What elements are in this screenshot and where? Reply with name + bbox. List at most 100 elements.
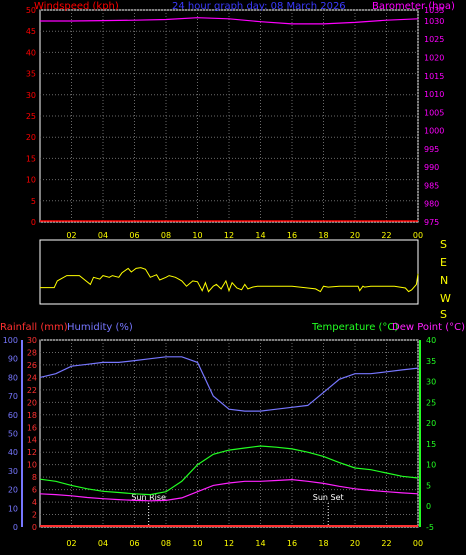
wind-tick-label: 40	[26, 48, 36, 57]
dewpoint-line	[39, 478, 419, 502]
wind-direction-panel: S E N W S	[39, 238, 451, 321]
rain-tick-label: 24	[27, 373, 37, 382]
temp-tick-label: 40	[426, 336, 436, 345]
temp-tick-label: 35	[426, 357, 436, 366]
baro-tick-label: 975	[424, 218, 439, 227]
wind-axis-label: Windspeed (kph)	[34, 1, 119, 12]
baro-axis-label: Barometer (hpa)	[372, 1, 455, 12]
temp-tick-label: 15	[426, 440, 436, 449]
temp-tick-label: -5	[426, 523, 434, 532]
rain-tick-label: 18	[27, 411, 37, 420]
dir-label-e: E	[440, 256, 447, 269]
bottom-time-tick-label: 22	[381, 539, 391, 548]
humidity-tick-labels: 0 10 20 30 40 50 60 70 80 90 100	[3, 336, 18, 532]
rain-tick-label: 30	[27, 336, 37, 345]
top-time-tick-label: 18	[318, 231, 328, 240]
bottom-time-tick-label: 14	[255, 539, 265, 548]
top-time-tick-label: 16	[287, 231, 297, 240]
dir-label-w: W	[440, 292, 451, 305]
humidity-tick-label: 70	[8, 392, 18, 401]
top-time-tick-label: 04	[98, 231, 108, 240]
humidity-tick-label: 20	[8, 486, 18, 495]
baro-tick-label: 985	[424, 181, 439, 190]
top-series	[40, 17, 419, 222]
baro-tick-label: 980	[424, 200, 439, 209]
temperature-humidity-panel: Rainfall (mm) Humidity (%) Temperature (…	[0, 322, 465, 548]
sun-annotations: Sun Rise Sun Set	[131, 493, 344, 527]
baro-tick-label: 1033	[424, 6, 444, 15]
top-time-tick-label: 14	[255, 231, 265, 240]
temp-tick-labels: -5 0 5 10 15 20 25 30 35 40	[426, 336, 436, 532]
humidity-tick-label: 30	[8, 467, 18, 476]
humidity-line	[39, 356, 419, 412]
rain-tick-label: 16	[27, 423, 37, 432]
wind-tick-label: 5	[31, 197, 36, 206]
top-time-tick-labels: 02 04 06 08 10 12 14 16 18 20 22 00	[66, 231, 423, 240]
rain-tick-label: 12	[27, 448, 37, 457]
rain-tick-label: 6	[32, 486, 37, 495]
humidity-tick-label: 0	[13, 523, 18, 532]
temp-tick-label: 20	[426, 419, 436, 428]
bottom-grid	[21, 339, 421, 528]
baro-tick-label: 1015	[424, 72, 444, 81]
bottom-time-tick-label: 10	[192, 539, 202, 548]
top-grid	[40, 9, 419, 223]
humidity-tick-label: 80	[8, 373, 18, 382]
baro-tick-label: 1025	[424, 35, 444, 44]
top-time-tick-label: 06	[129, 231, 139, 240]
top-time-tick-label: 10	[192, 231, 202, 240]
sun-marker-label: Sun Set	[313, 493, 344, 502]
bottom-time-tick-label: 06	[129, 539, 139, 548]
baro-tick-label: 1000	[424, 127, 444, 136]
top-time-tick-label: 00	[413, 231, 423, 240]
dir-label-s-top: S	[440, 238, 447, 251]
bottom-time-tick-label: 20	[350, 539, 360, 548]
top-time-tick-label: 12	[224, 231, 234, 240]
humidity-tick-label: 60	[8, 411, 18, 420]
sun-marker-label: Sun Rise	[131, 493, 166, 502]
wind-tick-label: 45	[26, 27, 36, 36]
bottom-time-tick-labels: 02 04 06 08 10 12 14 16 18 20 22 00	[66, 539, 423, 548]
bottom-time-tick-label: 18	[318, 539, 328, 548]
temp-tick-label: 30	[426, 378, 436, 387]
wind-direction-line	[40, 267, 419, 293]
dir-label-n: N	[440, 274, 448, 287]
humidity-tick-label: 40	[8, 448, 18, 457]
bottom-time-tick-label: 12	[224, 539, 234, 548]
wind-tick-label: 20	[26, 133, 36, 142]
temp-tick-label: 5	[426, 481, 431, 490]
humidity-tick-label: 50	[8, 430, 18, 439]
wind-tick-label: 10	[26, 176, 36, 185]
bottom-time-tick-label: 02	[66, 539, 76, 548]
top-time-tick-label: 20	[350, 231, 360, 240]
bottom-series	[39, 356, 419, 527]
wind-barometer-panel: Windspeed (kph) 24 hour graph day: 08 Ma…	[26, 1, 455, 240]
chart-title: 24 hour graph day: 08 March 2026	[172, 1, 346, 12]
baro-tick-label: 1010	[424, 90, 444, 99]
humidity-axis-label: Humidity (%)	[67, 322, 133, 333]
wind-tick-label: 25	[26, 112, 36, 121]
baro-tick-label: 995	[424, 145, 439, 154]
wind-tick-label: 15	[26, 154, 36, 163]
baro-tick-label: 990	[424, 163, 439, 172]
rain-tick-label: 14	[27, 436, 37, 445]
top-time-tick-label: 08	[161, 231, 171, 240]
temperature-line	[39, 445, 419, 496]
humidity-tick-label: 90	[8, 355, 18, 364]
wind-tick-label: 35	[26, 70, 36, 79]
rain-tick-label: 26	[27, 361, 37, 370]
wind-tick-labels: 0 5 10 15 20 25 30 35 40 45 50	[26, 6, 36, 227]
top-time-tick-label: 22	[381, 231, 391, 240]
wind-tick-label: 30	[26, 91, 36, 100]
dewpoint-axis-label: Dew Point (°C)	[392, 322, 465, 333]
bottom-time-tick-label: 00	[413, 539, 423, 548]
temp-axis-label: Temperature (°C)	[311, 322, 398, 333]
wind-tick-label: 0	[31, 218, 36, 227]
rain-tick-label: 0	[32, 523, 37, 532]
temp-tick-label: 10	[426, 461, 436, 470]
wind-tick-label: 50	[26, 6, 36, 15]
barometer-line	[40, 17, 419, 25]
bottom-time-tick-label: 16	[287, 539, 297, 548]
humidity-tick-label: 10	[8, 504, 18, 513]
